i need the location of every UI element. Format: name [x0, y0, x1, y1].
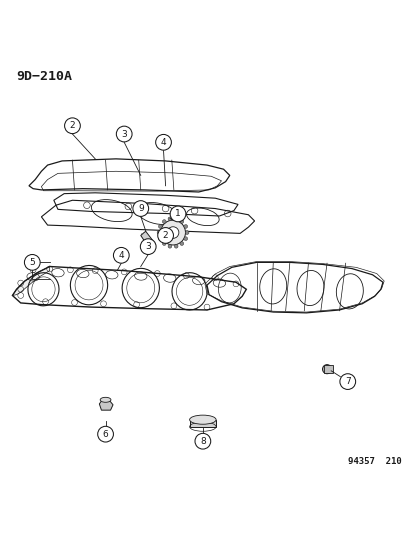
Text: 1: 1 [175, 209, 180, 219]
Text: 4: 4 [118, 251, 124, 260]
Circle shape [167, 227, 178, 238]
Text: 5: 5 [29, 258, 35, 267]
Circle shape [155, 134, 171, 150]
Circle shape [160, 220, 185, 245]
Circle shape [162, 220, 166, 223]
Text: 9D−210A: 9D−210A [17, 70, 72, 83]
Circle shape [133, 200, 148, 216]
Text: 7: 7 [344, 377, 350, 386]
Circle shape [116, 126, 132, 142]
Polygon shape [189, 419, 216, 427]
Text: 4: 4 [160, 138, 166, 147]
Circle shape [140, 239, 156, 254]
Circle shape [158, 237, 162, 240]
Text: 9: 9 [138, 204, 143, 213]
Polygon shape [140, 231, 155, 249]
Text: 3: 3 [121, 130, 127, 139]
Circle shape [174, 245, 178, 248]
Circle shape [162, 241, 166, 245]
Circle shape [97, 426, 113, 442]
Circle shape [180, 241, 183, 245]
Circle shape [180, 220, 183, 223]
Polygon shape [323, 365, 332, 373]
Text: 94357  210: 94357 210 [347, 457, 401, 466]
Text: 2: 2 [162, 231, 168, 240]
Circle shape [168, 245, 171, 248]
Text: 8: 8 [199, 437, 205, 446]
Circle shape [168, 217, 171, 221]
Circle shape [157, 228, 173, 244]
Circle shape [183, 224, 187, 228]
Polygon shape [12, 266, 50, 295]
Ellipse shape [100, 397, 111, 402]
Circle shape [157, 231, 160, 235]
Circle shape [170, 206, 185, 222]
Circle shape [113, 247, 129, 263]
Text: 2: 2 [69, 121, 75, 130]
Polygon shape [99, 400, 113, 410]
Text: 6: 6 [102, 430, 108, 439]
Ellipse shape [189, 415, 216, 424]
Circle shape [195, 433, 210, 449]
Circle shape [174, 217, 178, 221]
Circle shape [64, 118, 80, 134]
Circle shape [24, 254, 40, 270]
Circle shape [185, 231, 188, 235]
Circle shape [158, 224, 162, 228]
Circle shape [339, 374, 355, 390]
Text: 3: 3 [145, 242, 151, 251]
Circle shape [183, 237, 187, 240]
Ellipse shape [322, 365, 331, 374]
